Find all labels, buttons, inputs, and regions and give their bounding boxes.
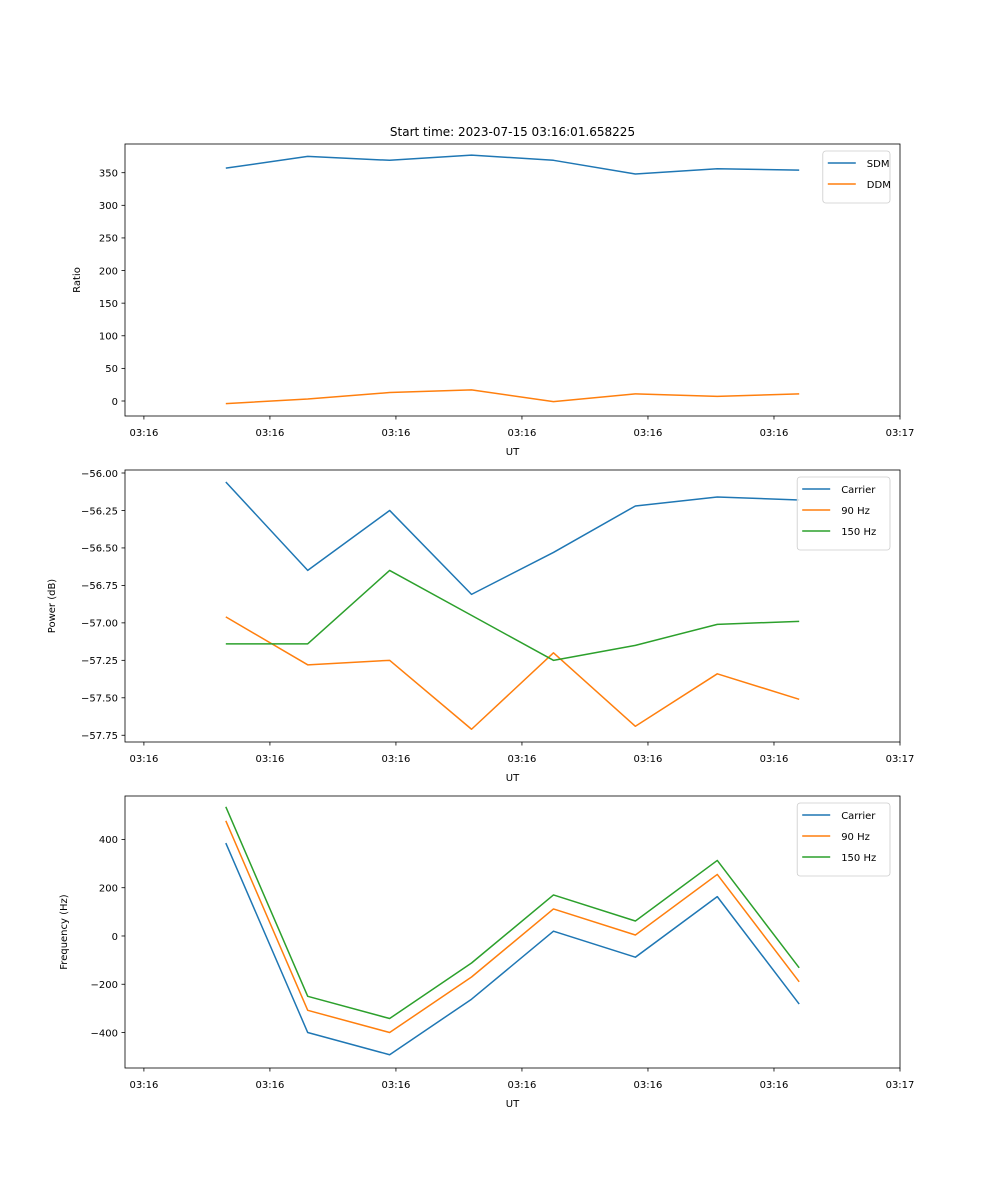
legend-label: Carrier — [841, 811, 876, 822]
subplot-3: 03:16 03:16 03:16 03:16 03:16 03:16 03:17 −400 −… — [59, 795, 915, 1110]
x-tick-label: 03:16 — [382, 1080, 411, 1091]
x-tick-label: 03:16 — [256, 1080, 285, 1091]
series-line-carrier — [225, 842, 800, 1056]
legend-label: Carrier — [841, 485, 876, 496]
x-tick-label: 03:16 — [634, 754, 663, 765]
y-tick-label: 200 — [99, 266, 118, 277]
x-tick-label: 03:17 — [886, 1080, 915, 1091]
legend-label: 150 Hz — [841, 527, 876, 538]
y-tick-label: 50 — [105, 364, 118, 375]
x-tick-label: 03:16 — [382, 754, 411, 765]
axes-frame — [124, 143, 901, 417]
legend-label: DDM — [867, 180, 891, 191]
y-tick-label: 300 — [99, 201, 118, 212]
y-tick-label: −57.75 — [81, 731, 118, 742]
x-tick-label: 03:16 — [129, 754, 158, 765]
series-line-150-hz — [225, 806, 800, 1020]
y-tick-label: −56.25 — [81, 506, 118, 517]
y-tick-label: 0 — [112, 397, 118, 408]
series-line-90-hz — [225, 616, 800, 731]
x-tick-label: 03:16 — [129, 428, 158, 439]
x-tick-label: 03:16 — [256, 754, 285, 765]
y-tick-label: 100 — [99, 332, 118, 343]
legend-label: 90 Hz — [841, 832, 870, 843]
axes-frame — [124, 795, 901, 1069]
x-tick-label: 03:16 — [508, 428, 537, 439]
y-tick-label: −56.50 — [81, 544, 118, 555]
subplot-1: 03:16 03:16 03:16 03:16 03:16 03:16 03:17 0 50 10… — [72, 125, 914, 458]
y-tick-label: −57.50 — [81, 694, 118, 705]
y-axis-label: Power (dB) — [47, 579, 58, 634]
x-tick-label: 03:16 — [256, 428, 285, 439]
y-axis-label: Ratio — [72, 267, 83, 293]
legend-label: 150 Hz — [841, 853, 876, 864]
x-tick-label: 03:16 — [760, 754, 789, 765]
legend: SDM DDM — [822, 150, 891, 204]
y-tick-label: 350 — [99, 169, 118, 180]
y-axis-label: Frequency (Hz) — [59, 894, 70, 970]
y-tick-label: −57.00 — [81, 619, 118, 630]
x-tick-label: 03:16 — [129, 1080, 158, 1091]
x-tick-label: 03:16 — [634, 428, 663, 439]
x-axis-label: UT — [506, 1099, 520, 1110]
y-tick-label: −57.25 — [81, 656, 118, 667]
y-tick-label: −56.00 — [81, 469, 118, 480]
legend: Carrier 90 Hz 150 Hz — [796, 476, 891, 551]
x-tick-label: 03:16 — [760, 1080, 789, 1091]
legend: Carrier 90 Hz 150 Hz — [796, 802, 891, 877]
series-line-150-hz — [225, 569, 800, 662]
x-tick-label: 03:17 — [886, 754, 915, 765]
series-line-90-hz — [225, 820, 800, 1034]
series-line-ddm — [225, 389, 800, 405]
y-tick-label: 0 — [112, 932, 118, 943]
x-tick-label: 03:16 — [382, 428, 411, 439]
y-tick-label: 250 — [99, 234, 118, 245]
axes-frame — [124, 469, 901, 743]
x-axis-label: UT — [506, 447, 520, 458]
x-tick-label: 03:16 — [508, 754, 537, 765]
series-line-sdm — [225, 154, 800, 175]
legend-label: 90 Hz — [841, 506, 870, 517]
chart-title: Start time: 2023-07-15 03:16:01.658225 — [390, 125, 635, 139]
series-line-carrier — [225, 481, 800, 596]
subplot-2: 03:16 03:16 03:16 03:16 03:16 03:16 03:17 −56.0… — [47, 469, 914, 784]
legend-box — [822, 150, 891, 204]
y-tick-label: −56.75 — [81, 581, 118, 592]
x-axis-label: UT — [506, 773, 520, 784]
x-tick-label: 03:16 — [634, 1080, 663, 1091]
y-tick-label: 200 — [99, 884, 118, 895]
x-tick-label: 03:16 — [508, 1080, 537, 1091]
x-tick-label: 03:16 — [760, 428, 789, 439]
legend-label: SDM — [867, 159, 890, 170]
x-tick-label: 03:17 — [886, 428, 915, 439]
y-tick-label: −400 — [91, 1028, 118, 1039]
y-tick-label: −200 — [91, 980, 118, 991]
y-tick-label: 150 — [99, 299, 118, 310]
y-tick-label: 400 — [99, 835, 118, 846]
